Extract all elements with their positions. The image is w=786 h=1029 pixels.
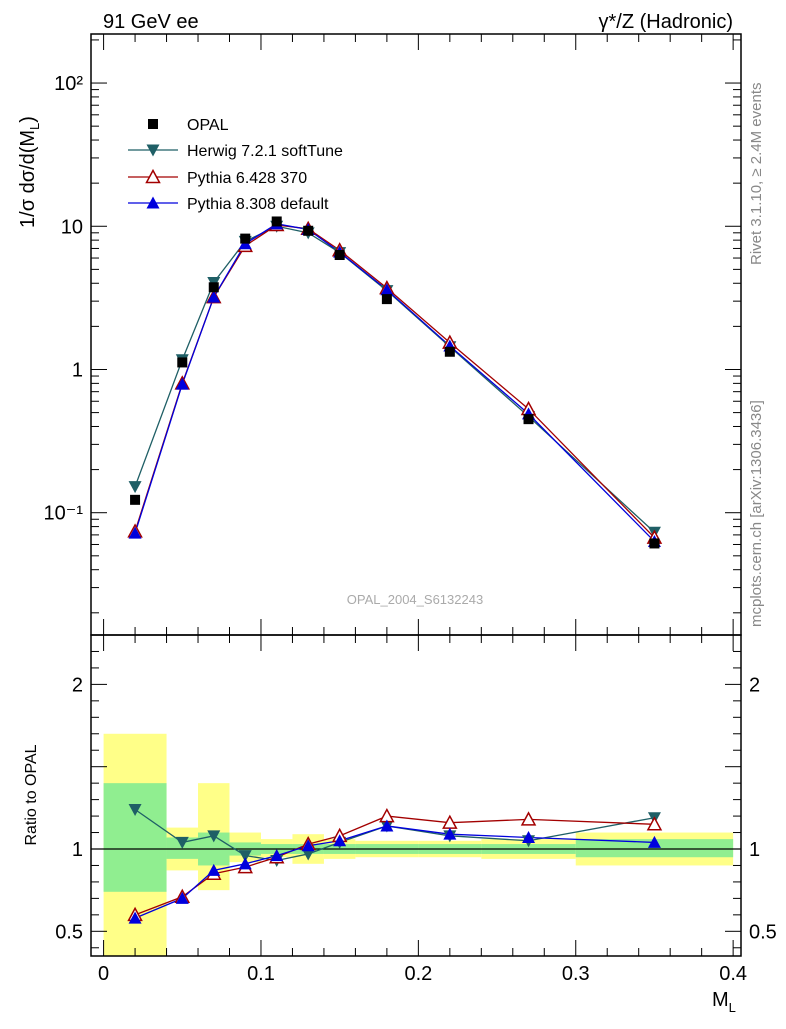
- ratio-point-pythia: [333, 834, 347, 847]
- ratio-point-pythia: [443, 827, 457, 840]
- main-y-axis-label: 1/σ dσ/d(ML): [17, 116, 42, 228]
- side-label-bottom: mcplots.cern.ch [arXiv:1306.3436]: [748, 400, 765, 627]
- data-point-opal: [240, 233, 251, 244]
- data-point-opal: [130, 494, 141, 505]
- series-line-pythia: [134, 224, 655, 539]
- data-point-opal: [271, 216, 282, 227]
- series-line-pythia: [134, 223, 655, 542]
- ratio-point-herwig: [207, 830, 221, 843]
- ratio-point-herwig: [128, 803, 142, 816]
- ratio-ytick-label: 1: [72, 839, 83, 861]
- ratio-point-pythia: [301, 839, 315, 852]
- ratio-point-pythia: [520, 811, 537, 826]
- legend-marker: [146, 144, 160, 157]
- ratio-point-pythia: [647, 835, 661, 848]
- data-point-opal: [303, 225, 314, 236]
- data-point-opal: [381, 294, 392, 305]
- header-right-label: γ*/Z (Hadronic): [599, 11, 733, 33]
- legend: OPAL Herwig 7.2.1 softTune Pythia 6.428 37…: [128, 117, 343, 213]
- x-tick-label: 0.3: [562, 963, 590, 985]
- ratio-ytick-label-right: 2: [749, 674, 760, 696]
- ratio-point-pythia: [175, 891, 189, 904]
- main-ytick-label: 10: [61, 216, 83, 238]
- ratio-y-axis-label: Ratio to OPAL: [23, 744, 40, 845]
- ratio-point-pythia: [522, 830, 536, 843]
- uncertainty-band-stat: [575, 839, 734, 858]
- main-ytick-label: 10⁻¹: [44, 503, 84, 525]
- ratio-point-pythia: [128, 911, 142, 924]
- x-tick-label: 0.4: [719, 963, 747, 985]
- ratio-point-pythia: [380, 819, 394, 832]
- x-axis-label-subscript: L: [729, 1000, 736, 1015]
- main-series-layer: [127, 216, 663, 549]
- data-point-pythia: [380, 283, 394, 296]
- ratio-axes: 0 0.1 0.2 0.3 0.40.5 0.51 12 2: [55, 634, 777, 985]
- ratio-series-layer: [127, 803, 663, 924]
- uncertainty-band-stat: [103, 783, 167, 892]
- main-axes: 10⁻¹ 1 10 10²: [44, 33, 742, 636]
- main-y-axis-label-close: ): [17, 116, 39, 123]
- legend-label: Herwig 7.2.1 softTune: [187, 143, 343, 160]
- legend-marker: [146, 196, 160, 209]
- ratio-ytick-label-right: 1: [749, 839, 760, 861]
- x-axis-label: ML: [712, 989, 736, 1015]
- data-point-pythia: [175, 377, 189, 390]
- header-left-label: 91 GeV ee: [103, 11, 199, 33]
- legend-marker: [148, 119, 158, 129]
- main-y-axis-label-text: 1/σ dσ/d(M: [17, 130, 39, 228]
- analysis-watermark: OPAL_2004_S6132243: [347, 592, 483, 607]
- x-tick-label: 0.2: [404, 963, 432, 985]
- x-axis-label-main: M: [712, 989, 729, 1011]
- data-point-opal: [523, 414, 534, 425]
- ratio-point-herwig: [238, 850, 252, 863]
- legend-label: Pythia 8.308 default: [187, 196, 329, 213]
- ratio-point-pythia: [270, 849, 284, 862]
- main-ytick-label: 1: [72, 359, 83, 381]
- data-point-herwig: [128, 481, 142, 494]
- ratio-point-herwig: [175, 836, 189, 849]
- x-tick-label: 0.1: [247, 963, 275, 985]
- legend-label: OPAL: [187, 117, 229, 134]
- legend-marker: [145, 168, 161, 184]
- main-y-axis-label-subscript: L: [27, 123, 42, 130]
- legend-label: Pythia 6.428 370: [187, 170, 307, 187]
- ratio-ytick-label: 0.5: [55, 921, 83, 943]
- data-point-opal: [334, 250, 345, 261]
- ratio-point-pythia: [646, 816, 663, 831]
- data-point-opal: [208, 282, 219, 293]
- ratio-frame: [90, 634, 742, 957]
- ratio-plot-area: [91, 733, 741, 956]
- data-point-opal: [444, 346, 455, 357]
- data-point-pythia: [207, 290, 221, 303]
- ratio-point-herwig: [301, 848, 315, 861]
- x-tick-label: 0: [98, 963, 109, 985]
- side-label-top: Rivet 3.1.10, ≥ 2.4M events: [748, 83, 765, 266]
- data-point-pythia: [128, 526, 142, 539]
- main-ytick-label: 10²: [54, 73, 83, 95]
- ratio-ytick-label: 2: [72, 674, 83, 696]
- data-point-opal: [649, 538, 660, 549]
- ratio-ytick-label-right: 0.5: [749, 921, 777, 943]
- ratio-point-pythia: [207, 863, 221, 876]
- data-point-opal: [177, 357, 188, 368]
- ratio-point-pythia: [238, 857, 252, 870]
- series-line-herwig: [134, 225, 655, 533]
